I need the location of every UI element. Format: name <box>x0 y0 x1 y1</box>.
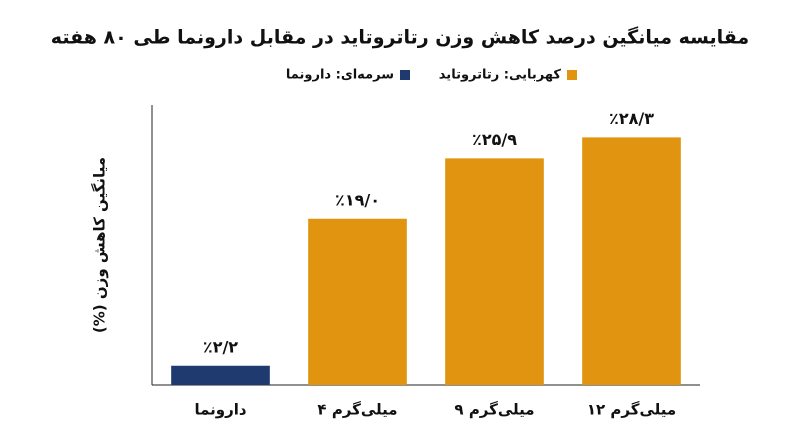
legend-label: سرمه‌ای: دارونما <box>286 68 394 83</box>
bar <box>445 158 544 385</box>
legend-swatch <box>400 70 410 80</box>
x-tick-label: ۴ میلی‌گرم <box>317 401 397 419</box>
value-label: ٪۲۸/۳ <box>609 109 654 128</box>
bar <box>308 218 407 385</box>
y-axis-label: میانگین کاهش وزن (%) <box>91 157 109 333</box>
bar <box>171 365 270 385</box>
value-label: ٪۲۵/۹ <box>472 130 517 149</box>
legend-swatch <box>567 70 577 80</box>
bar <box>582 137 681 385</box>
x-tick-label: دارونما <box>194 401 246 419</box>
chart-title: مقایسه میانگین درصد کاهش وزن رتاتروتاید … <box>51 26 749 49</box>
legend-label: کهربایی: رتاتروتاید <box>439 68 562 83</box>
x-tick-label: ۹ میلی‌گرم <box>454 401 534 419</box>
value-label: ٪۲/۲ <box>203 337 238 356</box>
value-label: ٪۱۹/۰ <box>335 190 380 209</box>
x-tick-label: ۱۲ میلی‌گرم <box>587 401 676 419</box>
